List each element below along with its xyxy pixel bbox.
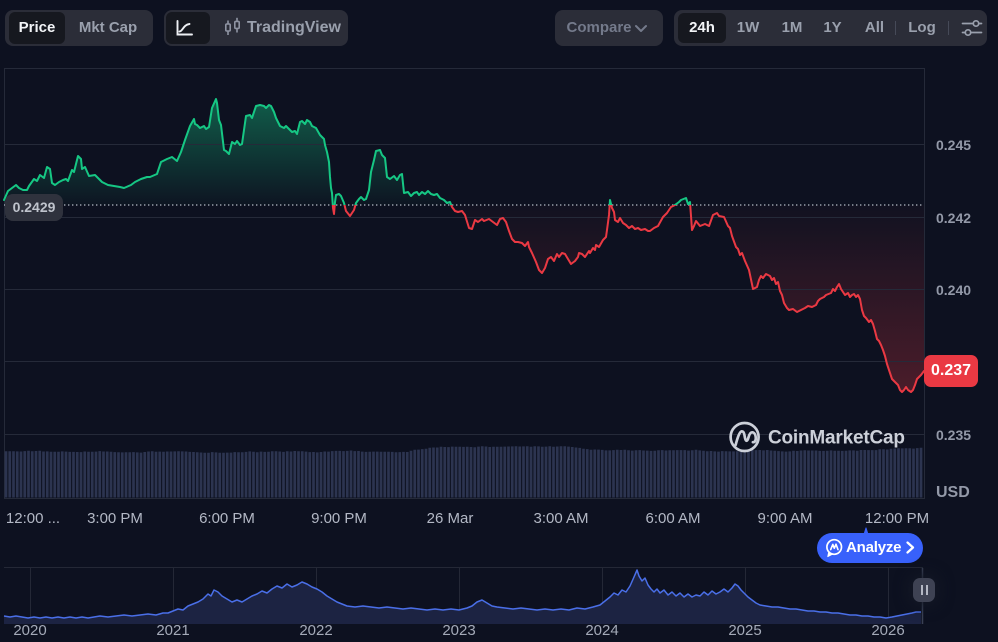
svg-text:CoinMarketCap: CoinMarketCap [768, 428, 905, 449]
